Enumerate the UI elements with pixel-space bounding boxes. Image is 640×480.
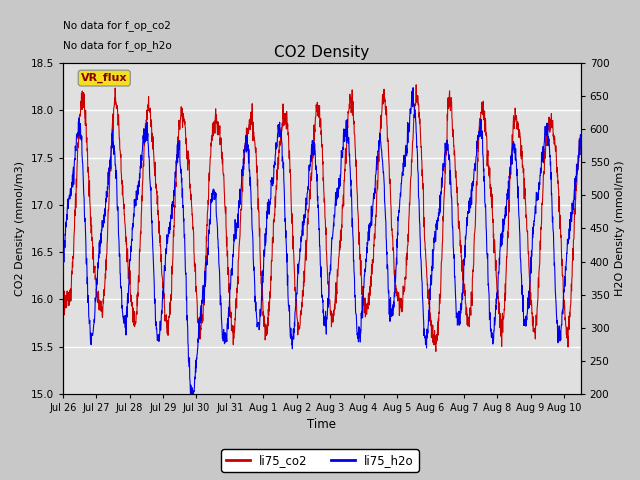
- X-axis label: Time: Time: [307, 419, 336, 432]
- Text: VR_flux: VR_flux: [81, 73, 127, 83]
- Y-axis label: CO2 Density (mmol/m3): CO2 Density (mmol/m3): [15, 161, 25, 296]
- Legend: li75_co2, li75_h2o: li75_co2, li75_h2o: [221, 449, 419, 472]
- Title: CO2 Density: CO2 Density: [274, 46, 369, 60]
- Text: No data for f_op_h2o: No data for f_op_h2o: [63, 40, 172, 51]
- Text: No data for f_op_co2: No data for f_op_co2: [63, 20, 171, 31]
- Y-axis label: H2O Density (mmol/m3): H2O Density (mmol/m3): [615, 161, 625, 296]
